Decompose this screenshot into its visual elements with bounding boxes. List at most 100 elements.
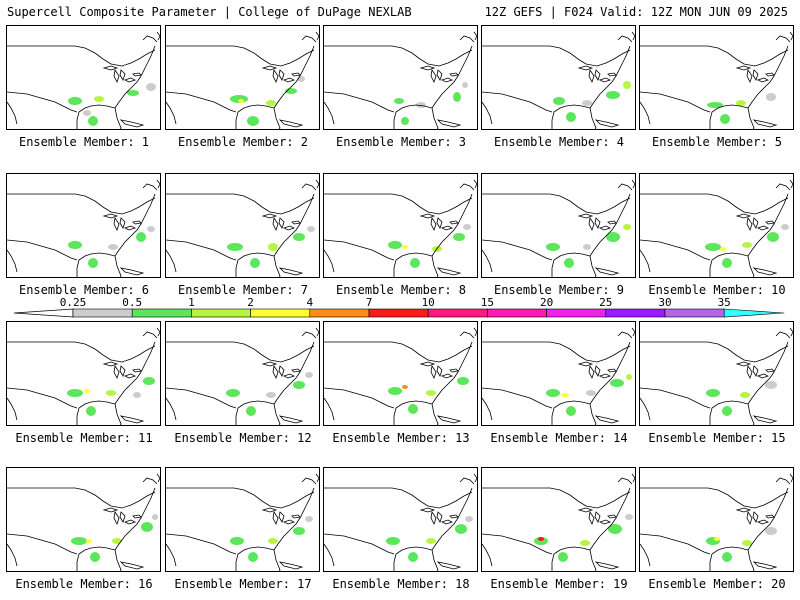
map-outline xyxy=(119,69,126,81)
map-outline xyxy=(747,389,759,425)
map-outline xyxy=(119,561,145,570)
map-outline xyxy=(607,220,617,225)
member-caption-14: Ensemble Member: 14 xyxy=(490,431,628,445)
map-outline xyxy=(589,241,601,277)
map-outline xyxy=(272,510,279,526)
map-outline xyxy=(607,368,617,373)
map-outline xyxy=(156,31,160,41)
map-outline xyxy=(436,415,462,424)
scp-area xyxy=(781,224,789,230)
scp-area xyxy=(608,524,622,534)
scp-area xyxy=(238,99,244,103)
map-outline xyxy=(7,397,18,421)
ensemble-map-16 xyxy=(7,473,160,571)
scp-area xyxy=(68,241,82,249)
map-outline xyxy=(315,473,319,483)
map-outline xyxy=(757,341,789,391)
map-outline xyxy=(709,252,749,277)
map-outline xyxy=(156,327,160,337)
map-outline xyxy=(291,220,301,225)
map-outline xyxy=(640,249,651,273)
ensemble-panel-11 xyxy=(6,321,161,426)
map-outline xyxy=(393,252,433,277)
ensemble-map-11 xyxy=(7,327,160,425)
map-outline xyxy=(482,91,553,113)
scp-area xyxy=(742,242,752,248)
map-outline xyxy=(430,364,437,380)
map-outline xyxy=(166,45,315,67)
ensemble-map-18 xyxy=(324,473,477,571)
ensemble-panel-6 xyxy=(6,173,161,278)
scp-area xyxy=(293,233,305,241)
member-caption-5: Ensemble Member: 5 xyxy=(651,135,783,149)
ensemble-panel-7 xyxy=(165,173,320,278)
ensemble-map-14 xyxy=(482,327,635,425)
colorbar-tick-label: 15 xyxy=(481,296,494,309)
scp-area xyxy=(83,110,91,116)
map-outline xyxy=(756,77,770,83)
scp-area xyxy=(722,258,732,268)
scp-area xyxy=(247,116,259,126)
scp-area xyxy=(410,258,420,268)
map-outline xyxy=(752,217,759,229)
map-outline xyxy=(752,119,778,128)
scp-area xyxy=(293,527,305,535)
map-outline xyxy=(393,400,433,425)
map-outline xyxy=(102,65,119,71)
map-outline xyxy=(436,511,443,523)
map-outline xyxy=(441,487,473,537)
colorbar-tick-label: 20 xyxy=(540,296,553,309)
map-outline xyxy=(588,364,595,380)
map-outline xyxy=(7,45,156,67)
map-outline xyxy=(789,31,793,41)
map-outline xyxy=(640,239,711,261)
map-outline xyxy=(440,225,454,231)
scp-area xyxy=(707,102,723,108)
map-outline xyxy=(114,535,126,571)
scp-area xyxy=(705,243,721,251)
member-caption-11: Ensemble Member: 11 xyxy=(15,431,153,445)
map-outline xyxy=(123,373,137,379)
map-outline xyxy=(315,327,319,337)
scp-area xyxy=(742,540,752,546)
map-outline xyxy=(119,415,145,424)
map-outline xyxy=(431,535,443,571)
scp-area xyxy=(714,537,720,541)
map-outline xyxy=(291,514,301,519)
scp-area xyxy=(564,258,574,268)
map-outline xyxy=(577,65,594,71)
map-outline xyxy=(114,389,126,425)
map-outline xyxy=(76,104,116,129)
map-outline xyxy=(278,119,304,128)
scp-area xyxy=(71,537,87,545)
map-outline xyxy=(640,397,651,421)
map-outline xyxy=(436,119,462,128)
scp-area xyxy=(401,117,409,125)
map-outline xyxy=(301,477,317,485)
map-outline xyxy=(594,561,620,570)
map-outline xyxy=(482,387,553,409)
ensemble-map-10 xyxy=(640,179,793,277)
map-outline xyxy=(440,373,454,379)
product-title: Supercell Composite Parameter | College … xyxy=(7,5,412,19)
map-outline xyxy=(113,68,120,84)
scp-area xyxy=(453,92,461,102)
map-outline xyxy=(757,45,789,95)
map-outline xyxy=(709,400,749,425)
map-outline xyxy=(431,93,443,129)
map-outline xyxy=(594,119,620,128)
map-outline xyxy=(440,519,454,525)
scp-area xyxy=(408,552,418,562)
map-outline xyxy=(132,368,142,373)
scp-area xyxy=(293,381,305,389)
map-outline xyxy=(589,389,601,425)
member-caption-6: Ensemble Member: 6 xyxy=(18,283,150,297)
map-outline xyxy=(640,533,711,555)
map-outline xyxy=(482,341,631,363)
colorbar-segment xyxy=(664,308,725,318)
map-outline xyxy=(291,368,301,373)
map-outline xyxy=(431,389,443,425)
map-outline xyxy=(765,514,775,519)
map-outline xyxy=(594,415,620,424)
map-outline xyxy=(419,361,436,367)
